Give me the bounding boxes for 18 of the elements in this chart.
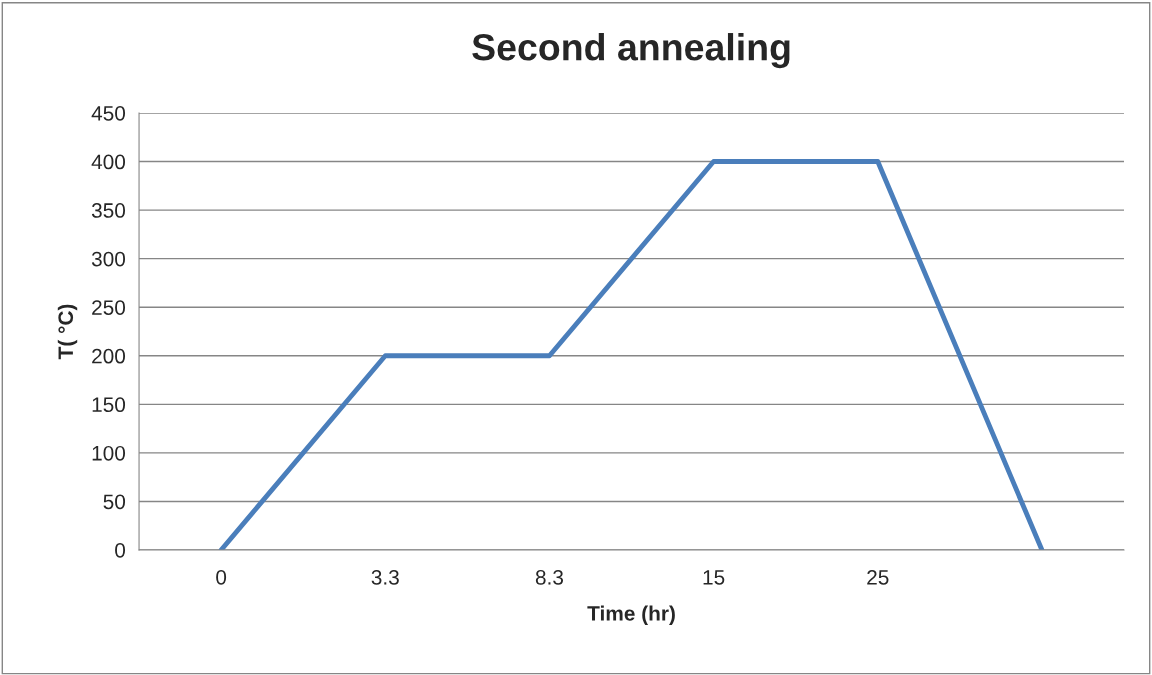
- y-tick-label: 200: [92, 348, 126, 364]
- x-axis-title: Time (hr): [587, 605, 675, 625]
- y-tick-label: 0: [115, 542, 126, 558]
- y-tick-label: 250: [92, 300, 126, 315]
- x-tick-label: 3.3: [371, 569, 399, 585]
- y-tick-label: 50: [103, 494, 126, 510]
- x-tick-label: 0: [216, 569, 227, 585]
- y-tick-label: 350: [91, 203, 126, 218]
- x-tick-label: 25: [867, 569, 889, 585]
- y-tick-label: 400: [91, 154, 126, 170]
- y-tick-label: 100: [92, 445, 126, 461]
- x-tick-label: 8.3: [535, 569, 564, 585]
- y-tick-label: 150: [92, 397, 126, 413]
- x-tick-label: 15: [703, 570, 725, 585]
- y-tick-label: 300: [91, 251, 126, 267]
- y-tick-label: 450: [91, 106, 126, 121]
- chart-title: Second annealing: [472, 33, 790, 69]
- y-axis-title: T( °C): [57, 304, 78, 360]
